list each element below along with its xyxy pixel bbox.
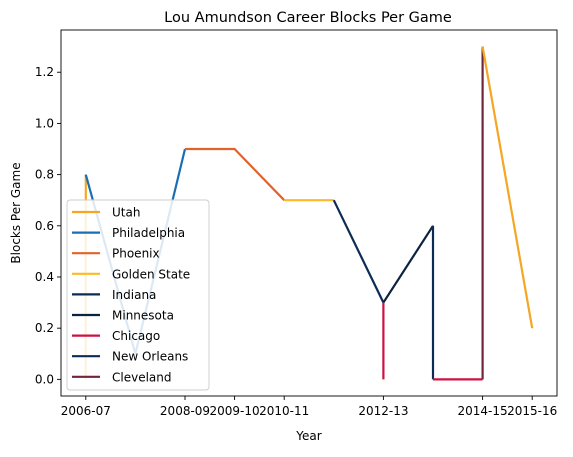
x-tick-label-1: 2008-09 xyxy=(160,404,210,418)
y-tick-label-0: 0.0 xyxy=(35,372,54,386)
x-tick-label-3: 2010-11 xyxy=(259,404,309,418)
x-axis-ticks: 2006-07 2008-09 2009-10 2010-11 2012-13 2014-… xyxy=(61,396,557,418)
legend-label-0: Utah xyxy=(112,206,140,220)
legend-label-3: Golden State xyxy=(112,267,190,281)
legend-label-8: Cleveland xyxy=(112,370,172,384)
y-tick-label-6: 1.2 xyxy=(35,65,54,79)
series-line-minnesota-5 xyxy=(382,225,434,304)
y-axis-ticks: 0.0 0.2 0.4 0.6 0.8 1.0 1.2 xyxy=(35,65,61,386)
legend-box xyxy=(66,199,210,391)
legend-label-6: Chicago xyxy=(112,329,160,343)
legend-label-4: Indiana xyxy=(112,288,156,302)
plot-frame xyxy=(60,29,558,397)
x-tick-label-0: 2006-07 xyxy=(61,404,111,418)
legend-items: Utah Philadelphia Phoenix Golden State India… xyxy=(72,206,190,384)
legend-label-5: Minnesota xyxy=(112,309,174,323)
legend-label-7: New Orleans xyxy=(112,350,188,364)
x-tick-label-5: 2014-15 xyxy=(458,404,508,418)
y-tick-label-2: 0.4 xyxy=(35,270,54,284)
y-tick-label-5: 1.0 xyxy=(35,116,54,130)
series-line-utah-10 xyxy=(481,46,534,329)
series-line-phoenix-2 xyxy=(185,147,285,201)
chart-title: Lou Amundson Career Blocks Per Game xyxy=(164,10,452,26)
x-tick-label-2: 2009-10 xyxy=(210,404,260,418)
y-tick-label-1: 0.2 xyxy=(35,321,54,335)
x-tick-label-6: 2015-16 xyxy=(507,404,557,418)
series-line-indiana-4 xyxy=(332,199,385,304)
y-tick-label-3: 0.6 xyxy=(35,219,54,233)
legend-label-1: Philadelphia xyxy=(112,226,185,240)
x-tick-label-4: 2012-13 xyxy=(358,404,408,418)
legend: Utah Philadelphia Phoenix Golden State India… xyxy=(66,199,210,391)
legend-label-2: Phoenix xyxy=(112,247,160,261)
y-tick-label-4: 0.8 xyxy=(35,168,54,182)
x-axis-label: Year xyxy=(295,429,321,443)
y-axis-label: Blocks Per Game xyxy=(9,162,23,263)
